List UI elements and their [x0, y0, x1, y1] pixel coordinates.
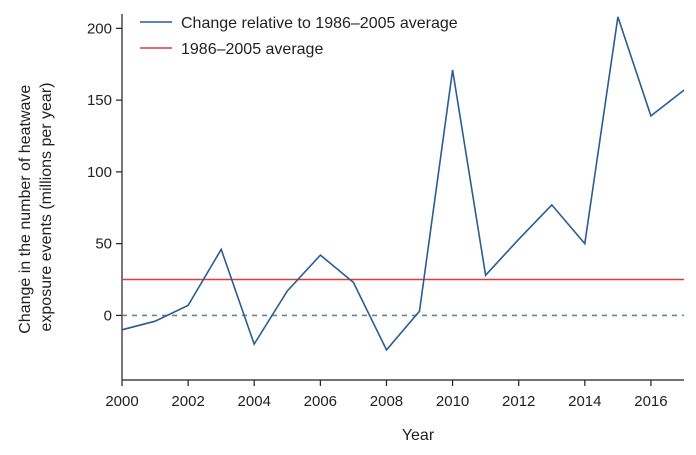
- legend: Change relative to 1986–2005 average 1986…: [140, 15, 458, 58]
- y-axis-title: Change in the number of heatwave exposur…: [17, 80, 55, 334]
- series-line-0: [121, 16, 685, 352]
- y-tick-label: 0: [104, 307, 112, 324]
- x-tick-label: 2014: [568, 393, 601, 410]
- y-tick-label: 50: [95, 236, 112, 253]
- x-tick-label: 2002: [171, 393, 204, 410]
- y-tick-label: 150: [87, 92, 112, 109]
- x-tick-label: 2016: [634, 393, 667, 410]
- x-tick-label: 2006: [304, 393, 337, 410]
- axes: 2000 2002 2004 2006 2008 2010 2012 2014 2016 0 50 1…: [87, 14, 684, 410]
- x-tick-label: 2012: [502, 393, 535, 410]
- legend-label-0: Change relative to 1986–2005 average: [181, 15, 458, 32]
- y-axis-title-line-2: exposure events (millions per year): [38, 83, 55, 332]
- y-tick-label: 100: [87, 164, 112, 181]
- x-tick-label: 2008: [370, 393, 403, 410]
- x-tick-label: 2010: [436, 393, 469, 410]
- y-axis-title-line-1: Change in the number of heatwave: [17, 85, 34, 334]
- y-tick-label: 200: [87, 20, 112, 37]
- x-tick-label: 2004: [238, 393, 271, 410]
- legend-label-1: 1986–2005 average: [181, 41, 323, 58]
- x-axis-title: Year: [402, 427, 435, 444]
- series-lines: [121, 16, 685, 352]
- x-tick-label: 2000: [105, 393, 138, 410]
